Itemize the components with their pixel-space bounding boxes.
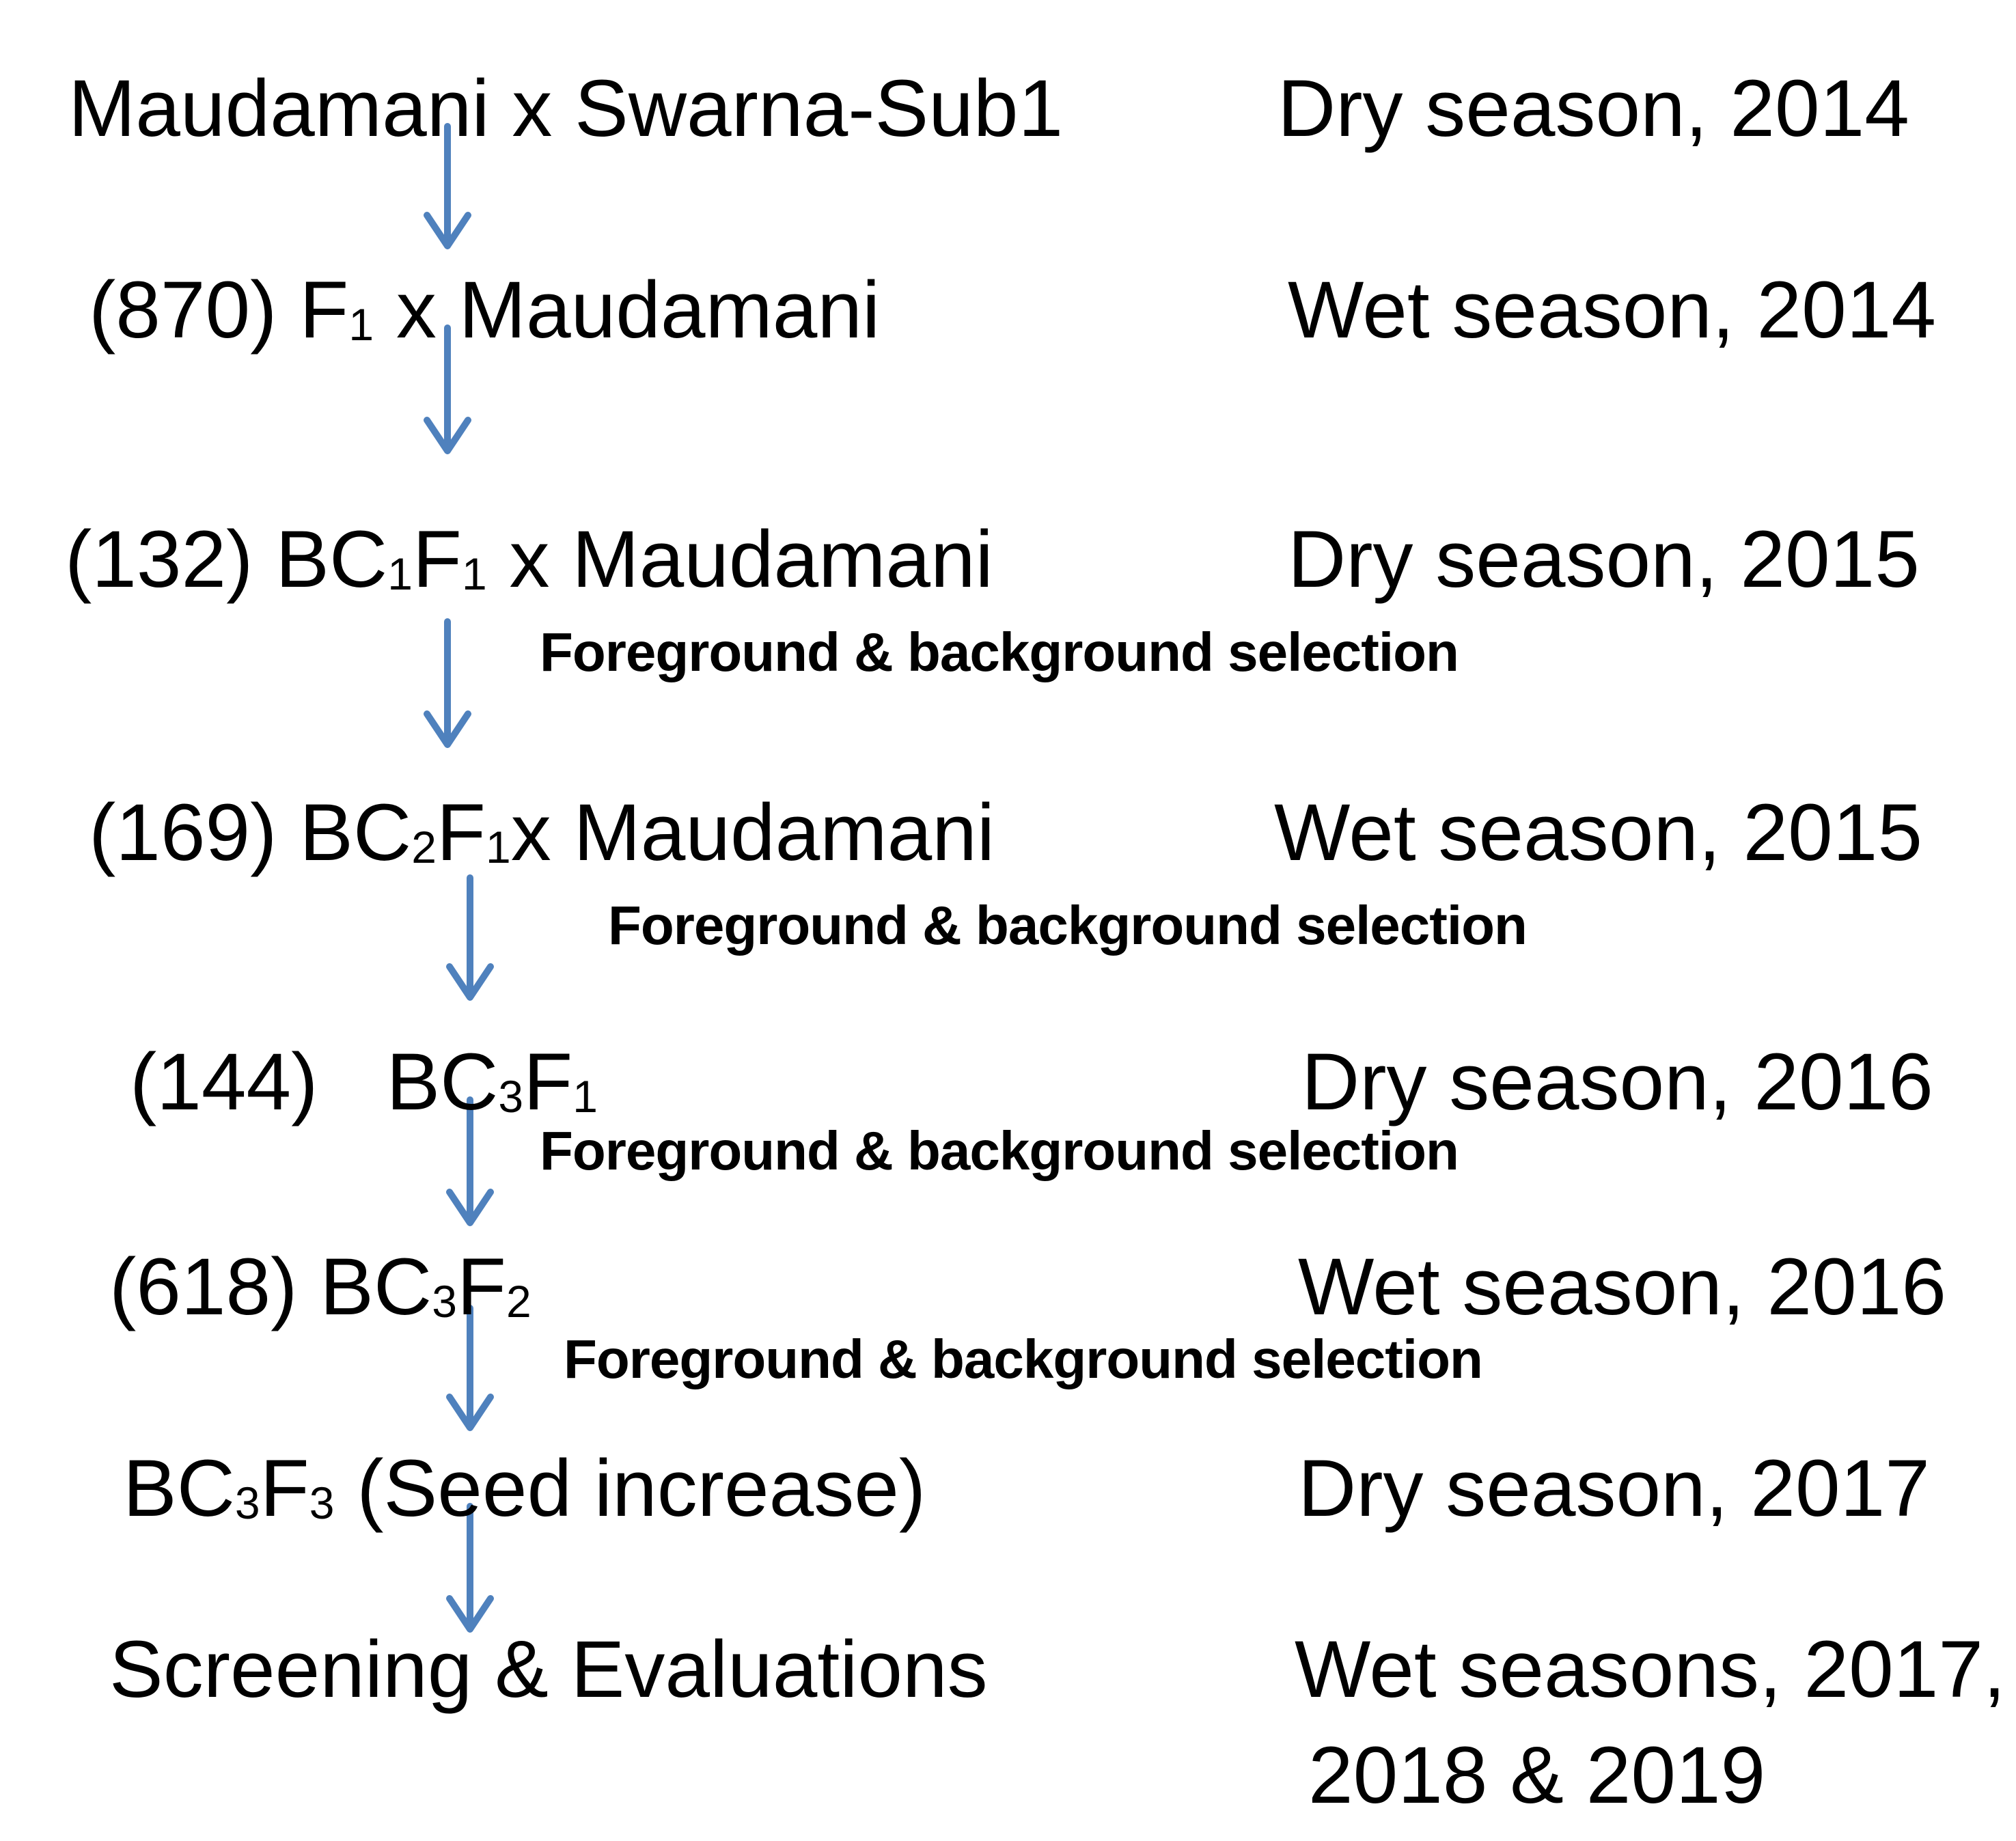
arrow-7: [446, 1503, 494, 1633]
arrow-4: [446, 874, 494, 1001]
stage-bc3f1-label: (144) BC3F1: [130, 1042, 598, 1122]
stage-f1-season: Wet season, 2014: [1288, 265, 1937, 355]
stage-f1-count: (870): [89, 265, 277, 355]
selection-note-2: Foreground & background selection: [608, 895, 1528, 956]
arrow-1: [424, 123, 471, 249]
stage-bc3f1-count: (144): [130, 1037, 318, 1127]
arrow-2: [424, 324, 471, 454]
stage-bc3f2-generation: BC3F2: [320, 1242, 531, 1332]
stage-bc3f3-generation: BC3F3: [123, 1443, 335, 1534]
stage-bc2f1-label: (169) BC2F1x Maudamani: [89, 792, 995, 873]
stage-bc3f2-count: (618): [109, 1242, 298, 1332]
stage-bc3f2-label: (618) BC3F2: [109, 1247, 531, 1327]
arrow-3: [424, 618, 471, 748]
stage-screening-season-line2: 2018 & 2019: [1308, 1730, 1766, 1821]
stage-screening-label: Screening & Evaluations: [109, 1624, 988, 1715]
stage-bc3f3-season: Dry season, 2017: [1298, 1443, 1930, 1534]
arrow-5: [446, 1096, 494, 1226]
stage-f1-parent: x Maudamani: [374, 265, 881, 355]
stage-bc2f1-generation: BC2F1: [299, 788, 511, 878]
arrow-6: [446, 1305, 494, 1431]
selection-note-3: Foreground & background selection: [540, 1120, 1459, 1181]
stage-bc1f1-count: (132): [65, 514, 253, 605]
stage-bc1f1-generation: BC1F1: [275, 514, 487, 605]
stage-bc3f1-season: Dry season, 2016: [1301, 1037, 1933, 1127]
stage-bc3f3-label: BC3F3 (Seed increase): [123, 1448, 926, 1529]
stage-bc3f2-season: Wet season, 2016: [1298, 1242, 1947, 1332]
stage-bc1f1-season: Dry season, 2015: [1288, 514, 1920, 605]
stage-f1-generation: F1: [299, 265, 374, 355]
stage-bc2f1-count: (169): [89, 788, 277, 878]
stage-cross-label: Maudamani x Swarna-Sub1: [68, 64, 1064, 154]
stage-f1-label: (870) F1 x Maudamani: [89, 270, 880, 350]
stage-cross-season: Dry season, 2014: [1278, 64, 1909, 154]
stage-bc3f1-generation: BC3F1: [386, 1037, 598, 1127]
stage-bc3f3-note: (Seed increase): [334, 1443, 926, 1534]
stage-bc2f1-season: Wet season, 2015: [1274, 788, 1923, 878]
stage-bc2f1-parent: x Maudamani: [510, 788, 995, 878]
stage-bc1f1-parent: x Maudamani: [486, 514, 993, 605]
selection-note-1: Foreground & background selection: [540, 622, 1459, 682]
selection-note-4: Foreground & background selection: [564, 1329, 1483, 1389]
stage-screening-season-line1: Wet seasons, 2017,: [1295, 1624, 2006, 1715]
stage-bc1f1-label: (132) BC1F1 x Maudamani: [65, 519, 993, 600]
